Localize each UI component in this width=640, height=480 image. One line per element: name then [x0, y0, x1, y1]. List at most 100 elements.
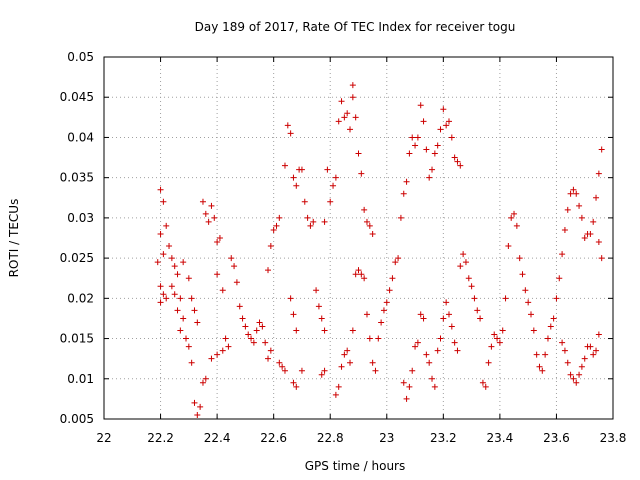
data-point	[363, 311, 370, 318]
data-point	[457, 162, 464, 169]
data-point	[581, 355, 588, 362]
data-point	[276, 359, 283, 366]
data-point	[349, 327, 356, 334]
data-point	[598, 255, 605, 262]
data-point	[471, 295, 478, 302]
data-point	[253, 327, 260, 334]
data-point	[502, 295, 509, 302]
data-point	[488, 343, 495, 350]
data-point	[587, 230, 594, 237]
data-point	[321, 367, 328, 374]
data-point	[163, 222, 170, 229]
y-tick-label: 0.05	[67, 50, 94, 64]
data-point	[262, 339, 269, 346]
data-point	[191, 399, 198, 406]
data-point	[160, 291, 167, 298]
data-point	[250, 339, 257, 346]
data-point	[505, 243, 512, 250]
data-point	[561, 347, 568, 354]
data-point	[423, 146, 430, 153]
data-point	[556, 275, 563, 282]
data-point	[445, 118, 452, 125]
data-point	[188, 359, 195, 366]
data-point	[298, 166, 305, 173]
data-point	[429, 375, 436, 382]
data-point	[330, 182, 337, 189]
data-point	[287, 295, 294, 302]
data-point	[527, 311, 534, 318]
data-point	[434, 142, 441, 149]
data-point	[347, 126, 354, 133]
data-point	[245, 331, 252, 338]
data-point	[378, 319, 385, 326]
data-point	[477, 315, 484, 322]
data-point	[332, 174, 339, 181]
y-tick-label: 0.015	[60, 332, 94, 346]
data-point	[573, 190, 580, 197]
data-point	[248, 335, 255, 342]
data-point	[581, 235, 588, 241]
data-point	[525, 299, 532, 306]
data-point	[318, 371, 325, 378]
data-point	[423, 351, 430, 358]
x-tick-labels: 22 22.2 22.4 22.6 22.8 23 23.2 23.4 23.6 23.8	[96, 431, 626, 445]
data-point	[267, 243, 274, 250]
data-point	[372, 367, 379, 374]
data-point	[327, 198, 334, 205]
data-point	[468, 283, 475, 290]
x-axis-label: GPS time / hours	[305, 459, 406, 473]
data-point	[445, 311, 452, 318]
data-point	[154, 259, 161, 266]
data-point	[366, 222, 373, 229]
data-point	[409, 367, 416, 374]
data-point	[386, 287, 393, 294]
data-point	[160, 251, 167, 258]
chart-title: Day 189 of 2017, Rate Of TEC Index for r…	[195, 20, 516, 34]
data-point	[321, 327, 328, 334]
data-point	[522, 287, 529, 294]
data-point	[160, 198, 167, 205]
data-point	[406, 150, 413, 157]
x-tick-label: 22.8	[317, 431, 344, 445]
data-point	[369, 230, 376, 237]
data-point	[355, 267, 362, 274]
data-point	[284, 122, 291, 129]
data-point	[352, 271, 359, 278]
data-point	[542, 351, 549, 358]
data-point	[355, 150, 362, 157]
data-point	[157, 230, 164, 237]
data-point	[595, 331, 602, 338]
data-point	[214, 271, 221, 278]
data-point	[194, 411, 201, 418]
data-point	[222, 335, 229, 342]
data-point	[451, 339, 458, 346]
data-point	[479, 379, 486, 386]
data-point	[202, 375, 209, 382]
data-point	[349, 94, 356, 101]
data-point	[511, 210, 518, 217]
data-point	[437, 126, 444, 133]
data-point	[567, 190, 574, 197]
data-point	[516, 255, 523, 262]
data-point	[290, 311, 297, 318]
data-point	[576, 371, 583, 378]
data-point	[157, 283, 164, 290]
data-point	[375, 335, 382, 342]
data-point	[174, 307, 181, 314]
data-point	[177, 327, 184, 334]
data-point	[457, 263, 464, 270]
y-tick-label: 0.03	[67, 211, 94, 225]
plot-area-border	[103, 56, 614, 420]
data-point	[550, 315, 557, 322]
data-point	[183, 335, 190, 342]
data-point	[185, 275, 192, 282]
data-point	[310, 218, 317, 225]
data-point	[414, 134, 421, 141]
data-point	[332, 391, 339, 398]
data-point	[530, 327, 537, 334]
data-point	[403, 395, 410, 402]
data-point	[163, 295, 170, 302]
data-point	[199, 198, 206, 205]
data-point	[361, 206, 368, 213]
